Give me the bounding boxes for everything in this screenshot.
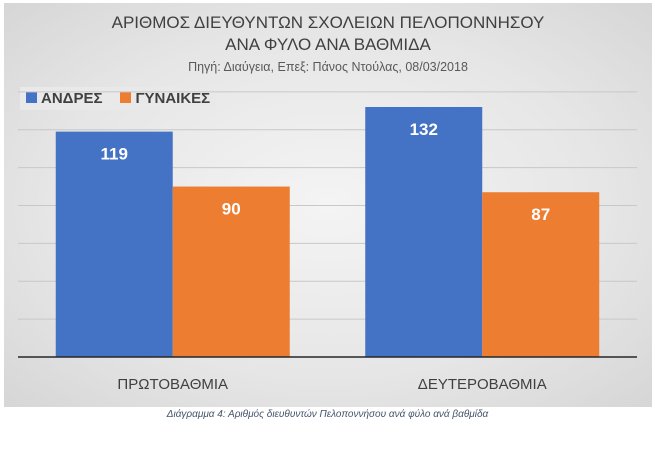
legend-label-women: ΓΥΝΑΙΚΕΣ [135, 90, 211, 107]
bar [482, 192, 600, 357]
figure-caption: Διάγραμμα 4: Αριθμός διευθυντών Πελοπονν… [166, 409, 489, 420]
data-label: 119 [101, 145, 128, 164]
legend-item-men: ΑΝΔΡΕΣ [26, 90, 102, 107]
chart-title: ΑΡΙΘΜΟΣ ΔΙΕΥΘΥΝΤΩΝ ΣΧΟΛΕΙΩΝ ΠΕΛΟΠΟΝΝΗΣΟΥ [111, 13, 545, 32]
x-tick-label: ΠΡΩΤΟΒΑΘΜΙΑ [117, 376, 228, 393]
data-label: 90 [222, 200, 241, 219]
bar [365, 107, 483, 357]
legend-swatch-women [120, 92, 132, 103]
bar [55, 131, 173, 357]
legend-item-women: ΓΥΝΑΙΚΕΣ [120, 90, 210, 107]
legend: ΑΝΔΡΕΣ ΓΥΝΑΙΚΕΣ [20, 87, 217, 110]
chart-subtitle: Πηγή: Διαύγεια, Επεξ: Πάνος Ντούλας, 08/… [188, 60, 468, 74]
legend-swatch-men [26, 92, 37, 103]
x-tick-label: ΔΕΥΤΕΡΟΒΑΘΜΙΑ [418, 376, 547, 393]
bar [172, 186, 290, 357]
chart-title-line2: ΑΝΑ ΦΥΛΟ ΑΝΑ ΒΑΘΜΙΔΑ [225, 35, 431, 54]
data-label: 87 [531, 205, 550, 224]
legend-label-men: ΑΝΔΡΕΣ [41, 90, 103, 107]
data-label: 132 [410, 120, 438, 139]
